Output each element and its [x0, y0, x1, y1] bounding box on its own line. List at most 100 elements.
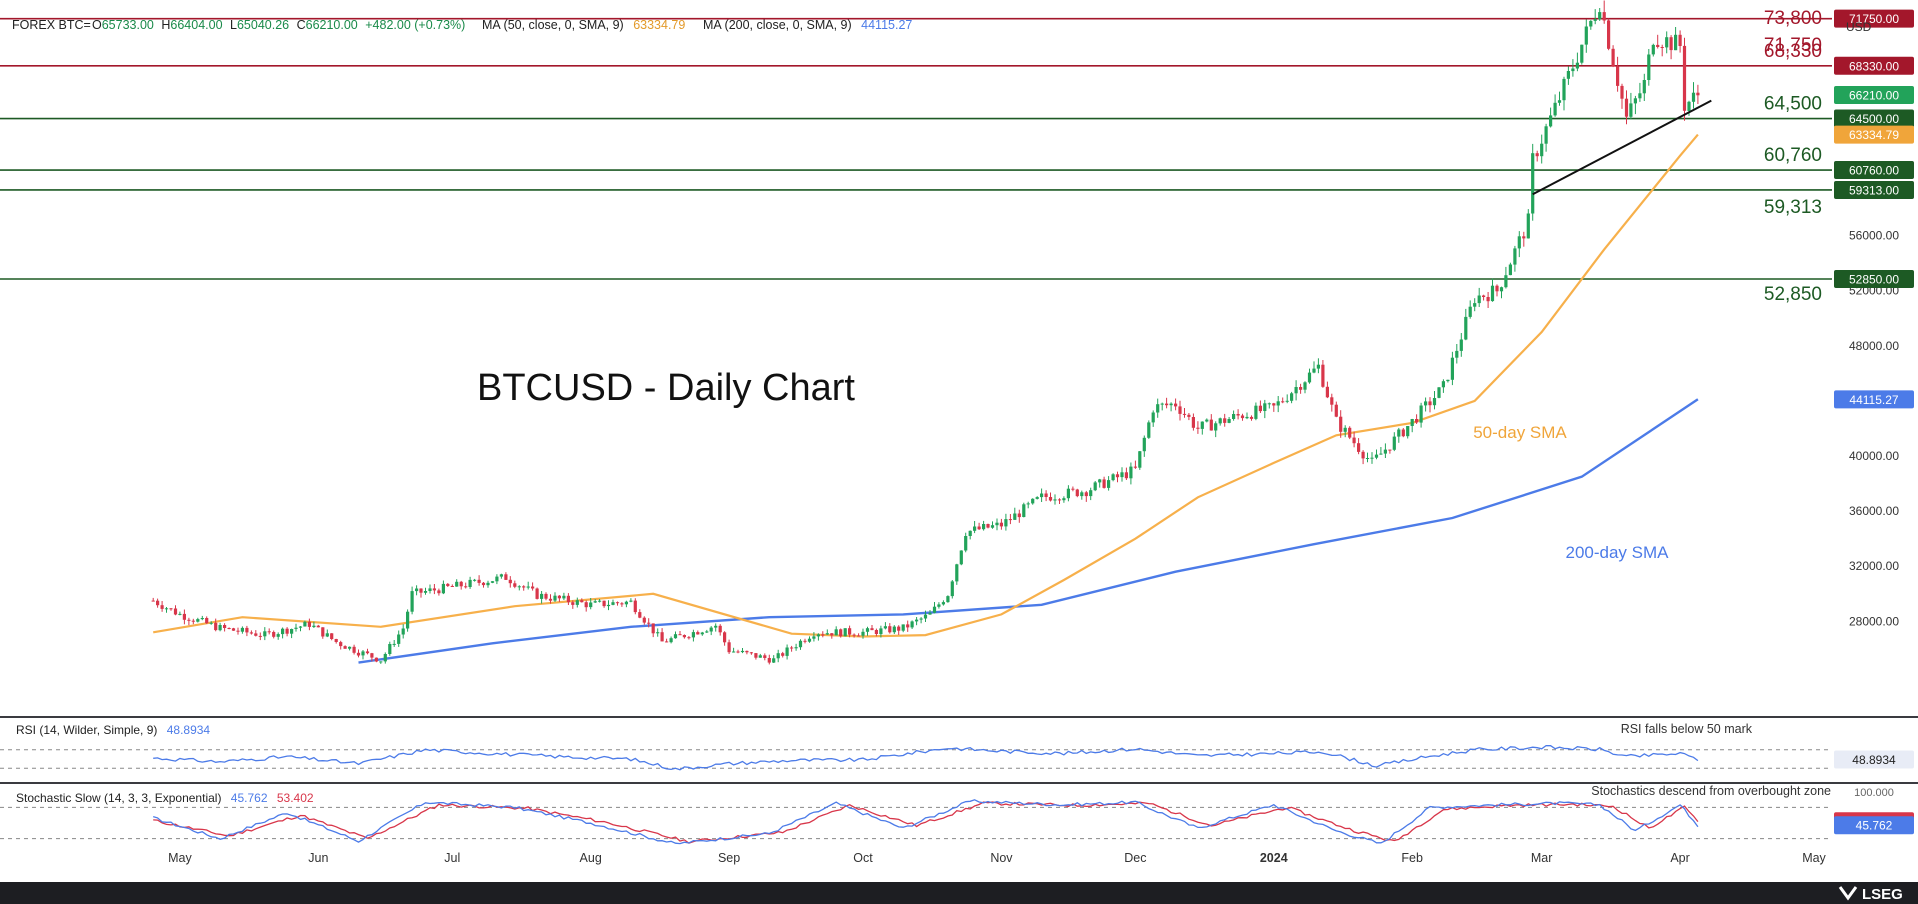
candle-body: [1517, 236, 1521, 249]
candle-body: [1080, 492, 1084, 497]
candle-body: [705, 631, 709, 633]
candle-body: [1486, 297, 1490, 302]
candle-body: [861, 631, 865, 636]
candle-body: [1419, 405, 1423, 423]
candle: [1374, 449, 1379, 460]
candle-body: [240, 627, 244, 632]
candle-body: [1142, 437, 1146, 452]
candle: [1017, 509, 1021, 523]
candle: [432, 584, 436, 595]
candle: [732, 647, 736, 653]
candle: [522, 585, 526, 591]
candle-body: [1084, 492, 1088, 497]
candle-body: [1160, 403, 1164, 405]
candle-body: [1017, 513, 1021, 518]
candle: [236, 627, 240, 635]
candle-body: [419, 588, 423, 593]
candle: [374, 657, 378, 663]
candle: [531, 582, 535, 591]
candle: [1062, 496, 1066, 503]
rsi-legend[interactable]: RSI (14, Wilder, Simple, 9) 48.8934: [16, 723, 210, 737]
candle: [982, 520, 986, 531]
candle: [428, 584, 432, 594]
candle-body: [571, 602, 575, 605]
candle-body: [687, 637, 691, 639]
level-tag-3: [1834, 109, 1914, 128]
time-axis[interactable]: [0, 838, 1832, 882]
candle: [682, 634, 686, 639]
candle: [169, 608, 173, 611]
candle: [798, 639, 803, 650]
candle: [450, 584, 454, 587]
candle: [464, 582, 468, 589]
candle-body: [276, 634, 280, 637]
candle-body: [1696, 92, 1700, 96]
candle-body: [1089, 490, 1093, 497]
candle-body: [1535, 153, 1539, 157]
candle: [946, 595, 950, 603]
sma-50-line: [153, 133, 1699, 638]
candle-body: [548, 598, 553, 601]
candle: [977, 522, 981, 530]
candle-body: [785, 647, 789, 656]
candle-body: [459, 581, 463, 587]
candle: [691, 629, 695, 642]
candle: [1151, 410, 1155, 427]
candle-body: [1602, 12, 1606, 21]
candle-body: [1678, 34, 1682, 46]
candle: [928, 610, 932, 615]
last-price-tag-text: 66210.00: [1849, 88, 1899, 102]
candle-body: [423, 591, 428, 593]
candle-body: [843, 628, 847, 637]
candle: [544, 592, 548, 601]
candle: [1294, 380, 1298, 401]
candle: [343, 645, 347, 649]
candle-body: [499, 574, 503, 577]
price-pane[interactable]: [0, 0, 1832, 716]
candle-body: [1682, 45, 1687, 111]
candle-body: [1598, 12, 1602, 20]
candle-body: [218, 625, 222, 631]
candle-body: [1383, 449, 1387, 454]
candle: [1660, 44, 1664, 57]
header-symbol[interactable]: FOREX BTC=: [12, 18, 91, 32]
level-label-5: 59,313: [1764, 197, 1822, 218]
candle-body: [263, 631, 267, 637]
candle: [1040, 488, 1044, 502]
candle: [1281, 397, 1285, 404]
candle: [1142, 435, 1146, 457]
candle-body: [1294, 387, 1298, 394]
ma200-legend[interactable]: MA (200, close, 0, SMA, 9) 44115.27: [703, 18, 912, 32]
candle: [562, 592, 566, 600]
candle: [1549, 107, 1553, 128]
candle: [1642, 73, 1646, 101]
candle: [370, 652, 374, 662]
candle: [164, 607, 169, 613]
candle: [1419, 402, 1423, 428]
sma-200-group: [358, 398, 1699, 664]
stochastic-legend[interactable]: Stochastic Slow (14, 3, 3, Exponential) …: [16, 791, 314, 805]
candle-body: [1133, 466, 1137, 468]
candle: [651, 623, 655, 638]
candle: [1624, 90, 1629, 125]
candle: [1098, 478, 1102, 488]
candle: [843, 628, 847, 637]
candle: [857, 633, 861, 637]
candle: [575, 597, 579, 608]
candle: [1432, 391, 1437, 410]
candle: [517, 585, 521, 591]
candle: [932, 602, 937, 614]
price-axis[interactable]: [1832, 0, 1918, 882]
candle: [1249, 415, 1254, 421]
candle-body: [156, 600, 160, 606]
candle: [1415, 414, 1419, 424]
candle: [825, 629, 829, 635]
candle: [1424, 397, 1428, 412]
candle-body: [1299, 387, 1303, 390]
candle: [1263, 399, 1267, 419]
rsi-line: [153, 744, 1699, 771]
candle-body: [566, 595, 570, 603]
candle: [888, 623, 892, 634]
ma50-legend[interactable]: MA (50, close, 0, SMA, 9) 63334.79: [482, 18, 685, 32]
